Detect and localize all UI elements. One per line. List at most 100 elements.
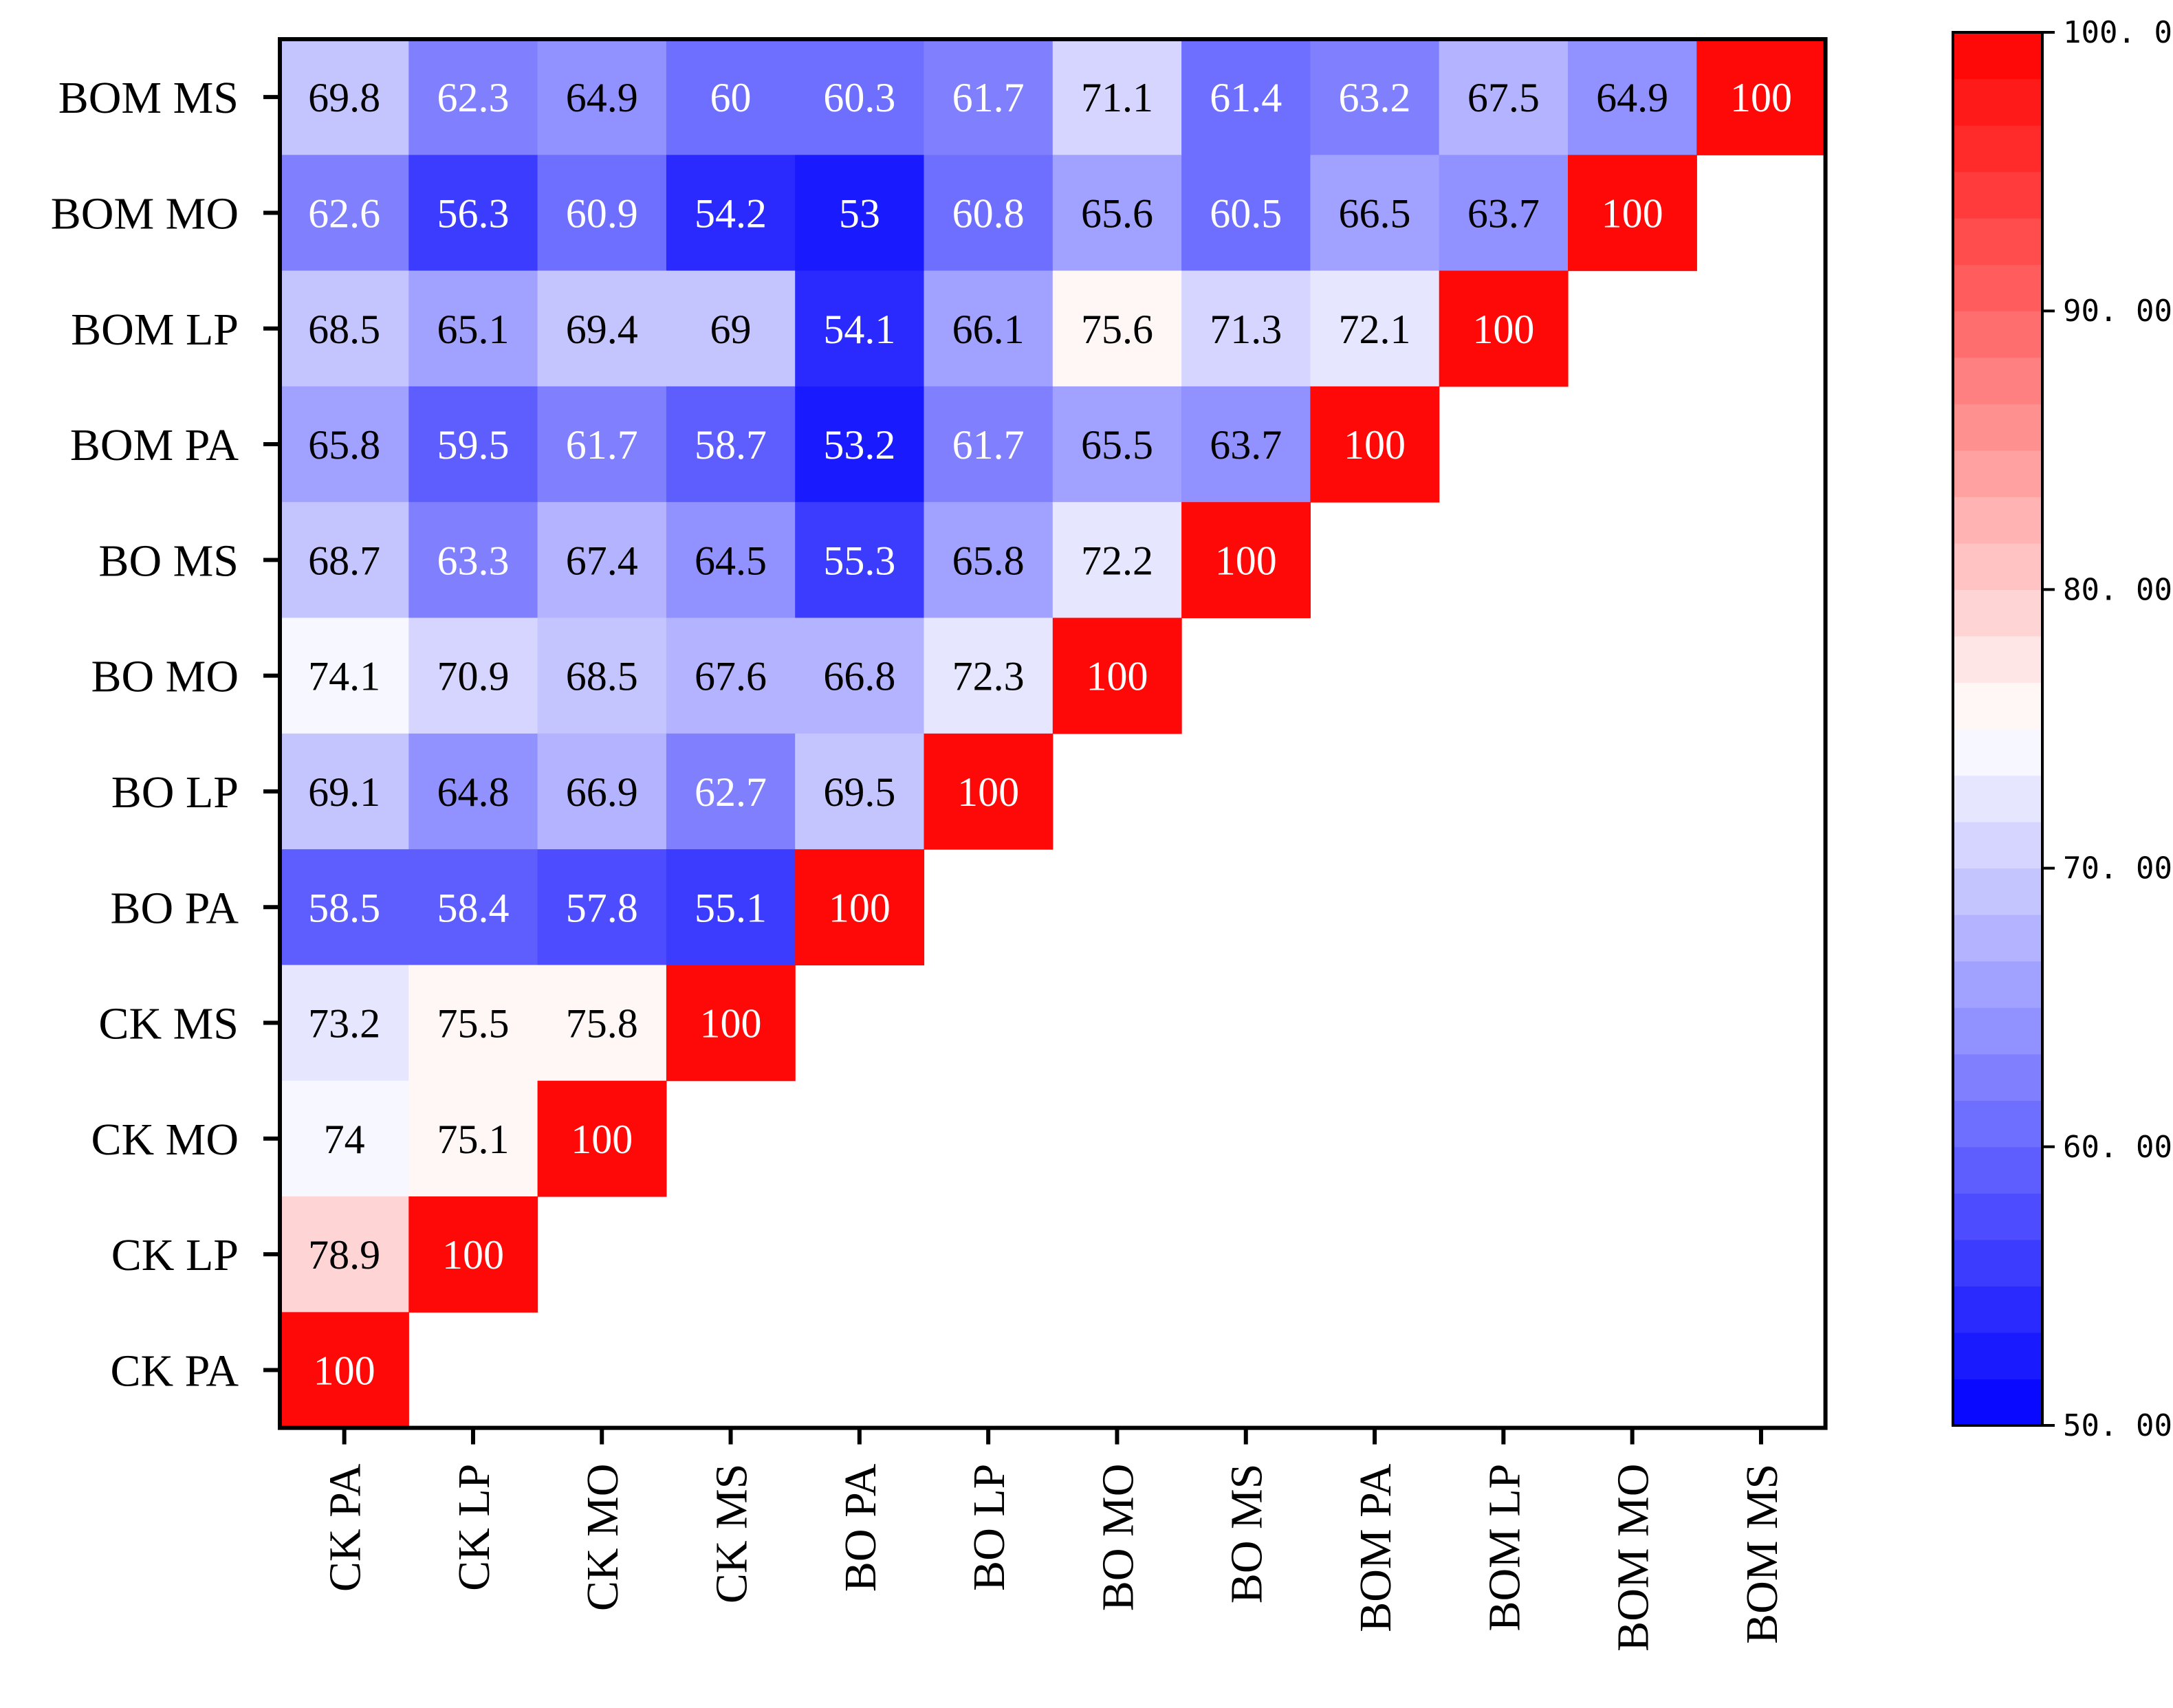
colorbar-tick-label: 50. 00	[2063, 1408, 2172, 1443]
heatmap-cell	[280, 849, 409, 965]
cell-value-label: 61.7	[952, 422, 1025, 468]
heatmap-cell	[924, 386, 1053, 503]
colorbar-segment	[1953, 1239, 2042, 1287]
cell-value-label: 100	[1602, 190, 1663, 236]
cell-value-label: 62.7	[695, 769, 767, 815]
cell-value-label: 69.1	[308, 769, 380, 815]
x-tick-label: CK MO	[578, 1464, 628, 1612]
heatmap-cell	[795, 155, 925, 272]
heatmap-cell	[1696, 39, 1826, 155]
cell-value-label: 65.6	[1081, 190, 1153, 236]
heatmap-cell	[1181, 270, 1311, 387]
cell-value-label: 64.5	[695, 538, 767, 583]
colorbar-segment	[1953, 915, 2042, 962]
cell-value-label: 69.5	[823, 769, 895, 815]
colorbar: 50. 00 60. 00 70. 00 80. 00 90. 00 100. 0	[1952, 15, 2172, 1443]
cell-value-label: 100	[442, 1232, 504, 1278]
heatmap-cell	[1439, 39, 1569, 155]
colorbar-segment	[1953, 311, 2042, 358]
x-tick-label: BO LP	[964, 1464, 1014, 1591]
colorbar-segment	[1953, 1100, 2042, 1148]
colorbar-segment	[1953, 1053, 2042, 1101]
heatmap-cell	[1052, 617, 1182, 734]
cell-value-label: 75.6	[1081, 307, 1153, 352]
cell-value-label: 73.2	[308, 1001, 380, 1047]
colorbar-segment	[1953, 78, 2042, 126]
cell-value-label: 66.1	[952, 307, 1025, 352]
heatmap-cell	[280, 617, 409, 734]
heatmap-cell	[795, 849, 925, 965]
cell-value-label: 66.8	[823, 654, 895, 699]
colorbar-segment	[1953, 1146, 2042, 1194]
colorbar-segment	[1953, 961, 2042, 1008]
colorbar-tick-label: 70. 00	[2063, 851, 2172, 886]
heatmap-cell	[537, 270, 667, 387]
cell-value-label: 67.4	[566, 538, 638, 583]
cell-value-label: 60.9	[566, 190, 638, 236]
y-tick-label: BO MO	[91, 652, 239, 702]
heatmap-cell	[280, 1312, 409, 1429]
cell-value-label: 69	[710, 307, 752, 352]
cell-value-label: 63.7	[1467, 190, 1540, 236]
heatmap-cell	[537, 965, 667, 1082]
heatmap-cell	[408, 849, 538, 965]
colorbar-segment	[1953, 682, 2042, 730]
heatmap-cell	[280, 155, 409, 272]
cell-value-label: 100	[1472, 307, 1534, 352]
cell-value-label: 69.4	[566, 307, 638, 352]
heatmap-cell	[408, 386, 538, 503]
x-tick-label: BO PA	[836, 1463, 886, 1592]
cell-value-label: 55.3	[823, 538, 895, 583]
colorbar-segment	[1953, 635, 2042, 683]
heatmap-cell	[666, 155, 796, 272]
x-tick-label: BO MS	[1222, 1464, 1272, 1604]
heatmap-cell	[1439, 155, 1569, 272]
cell-value-label: 57.8	[566, 885, 638, 930]
cell-value-label: 61.4	[1210, 75, 1282, 120]
y-tick-label: CK MO	[91, 1115, 239, 1165]
x-tick-label: BOM MS	[1737, 1464, 1787, 1644]
cell-value-label: 60.8	[952, 190, 1025, 236]
heatmap-cell	[408, 1196, 538, 1313]
heatmap-cell	[408, 39, 538, 155]
y-tick-label: BO MS	[98, 536, 239, 586]
cell-value-label: 100	[1344, 422, 1406, 468]
heatmap-cell	[666, 386, 796, 503]
x-tick-label: BO MO	[1093, 1464, 1143, 1612]
heatmap-cell	[280, 733, 409, 850]
heatmap-cell	[280, 1196, 409, 1313]
heatmap-cell	[1310, 155, 1440, 272]
cell-value-label: 58.7	[695, 422, 767, 468]
cell-value-label: 56.3	[437, 190, 509, 236]
heatmap-cell	[1181, 155, 1311, 272]
heatmap-cell	[1181, 502, 1311, 619]
heatmap-cell	[408, 617, 538, 734]
heatmap-cell	[537, 1080, 667, 1197]
y-tick-label: BOM LP	[71, 305, 239, 355]
colorbar-segment	[1953, 357, 2042, 404]
y-tick-label: BOM MO	[51, 188, 239, 239]
y-tick-label: BOM MS	[58, 73, 239, 123]
heatmap-cell	[1052, 155, 1182, 272]
heatmap-cells: 69.8 62.3 64.9 60 60.3 61.7 71.1 61.4 63.2 67.5 64…	[280, 39, 1826, 1429]
heatmap-cell	[1052, 386, 1182, 503]
cell-value-label: 100	[314, 1348, 375, 1393]
y-axis: BOM MS BOM MO BOM LP BOM PA BO MS BO MO BO LP B…	[51, 73, 280, 1396]
cell-value-label: 65.8	[952, 538, 1025, 583]
y-tick-label: BO PA	[111, 883, 239, 933]
colorbar-segment	[1953, 1379, 2042, 1426]
heatmap-cell	[408, 965, 538, 1082]
colorbar-segment	[1953, 822, 2042, 869]
heatmap-cell	[666, 617, 796, 734]
heatmap-cell	[924, 39, 1053, 155]
heatmap-cell	[795, 270, 925, 387]
cell-value-label: 54.1	[823, 307, 895, 352]
cell-value-label: 53.2	[823, 422, 895, 468]
heatmap-cell	[1181, 39, 1311, 155]
heatmap-cell	[537, 386, 667, 503]
colorbar-segment	[1953, 404, 2042, 451]
heatmap-cell	[280, 1080, 409, 1197]
colorbar-segment	[1953, 589, 2042, 637]
colorbar-tick-label: 90. 00	[2063, 294, 2172, 329]
